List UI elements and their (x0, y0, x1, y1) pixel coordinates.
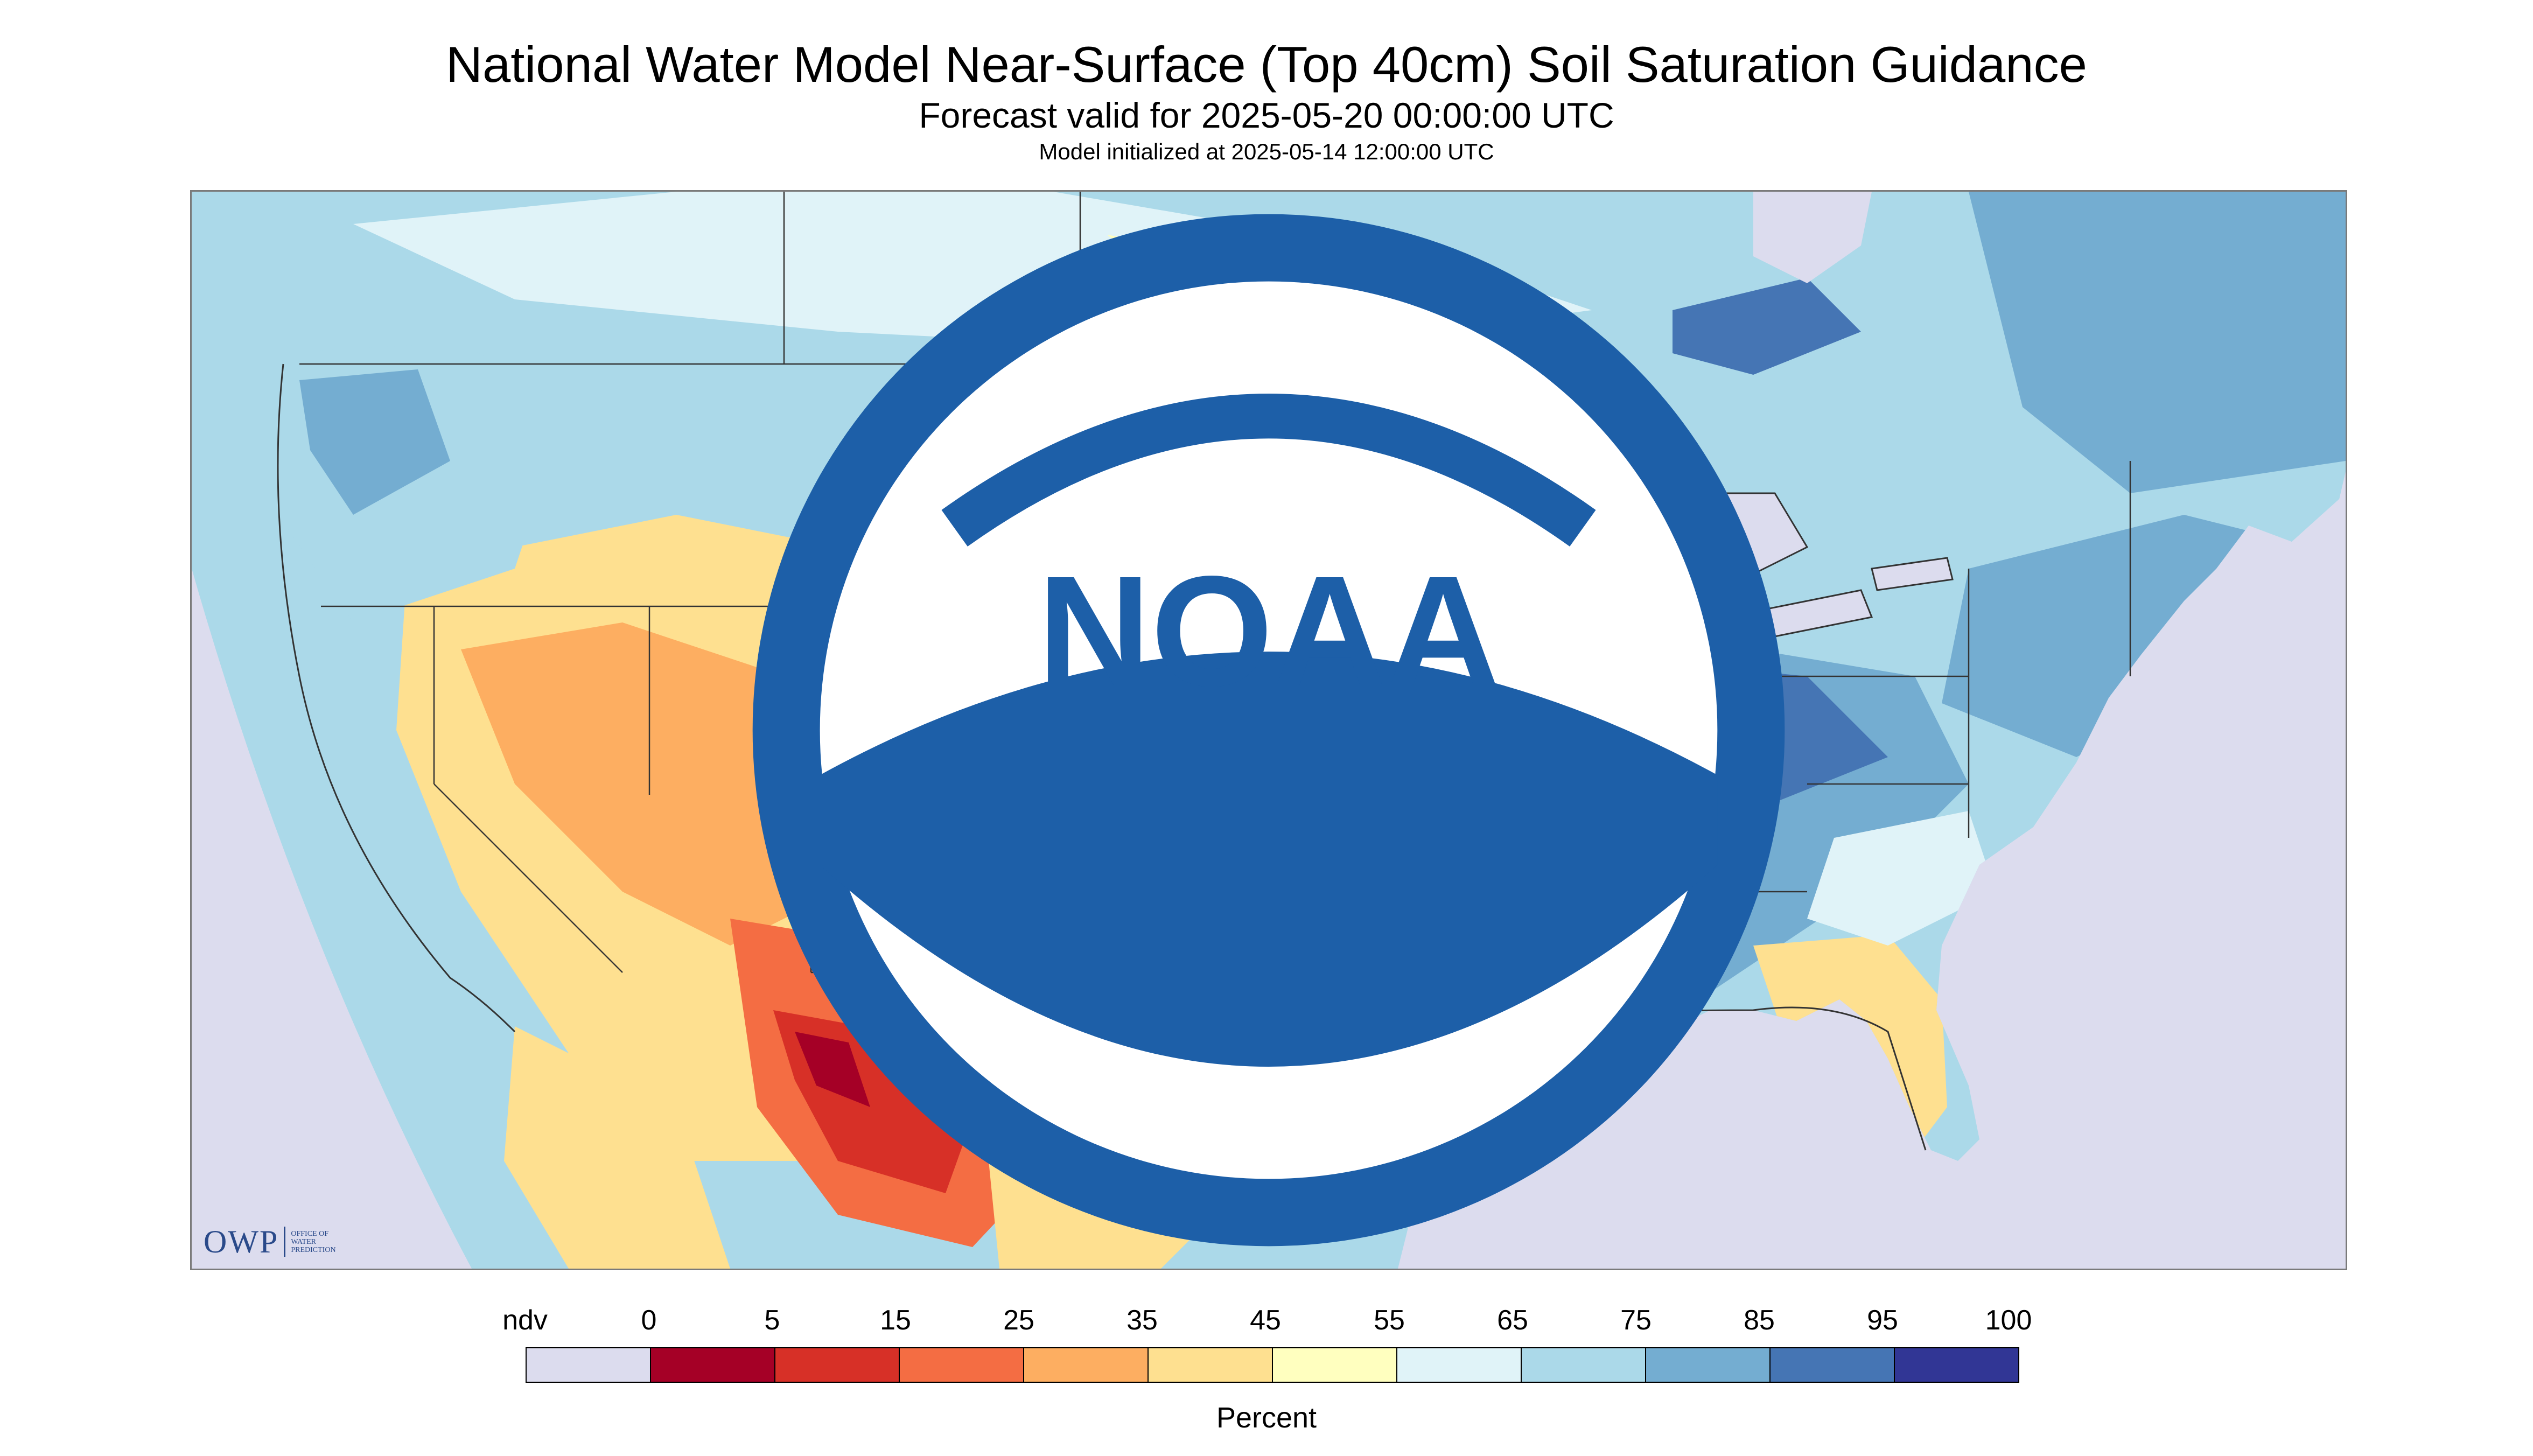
noaa-logo-text: NOAA (1038, 543, 1500, 719)
owp-logo: OWP OFFICE OF WATER PREDICTION (204, 1223, 336, 1259)
legend-swatch-8 (1521, 1347, 1646, 1383)
legend-units-label: Percent (1216, 1402, 1317, 1434)
legend-swatch-4 (1023, 1347, 1149, 1383)
legend-swatch-2 (774, 1347, 900, 1383)
legend-colorbar (526, 1347, 2019, 1383)
carolinas-region (1807, 811, 1996, 946)
noaa-logo: NOAA (752, 214, 1785, 1247)
owp-line-1: OFFICE OF (291, 1229, 328, 1238)
legend-swatch-6 (1272, 1347, 1397, 1383)
legend-swatch-0 (526, 1347, 651, 1383)
east-no-data-curve (2119, 472, 2346, 1269)
legend-label-25: 25 (1003, 1305, 1034, 1336)
legend-swatch-3 (899, 1347, 1024, 1383)
cascades-wet-region (299, 369, 450, 515)
legend-swatch-1 (650, 1347, 775, 1383)
legend-label-95: 95 (1867, 1305, 1898, 1336)
legend-label-45: 45 (1250, 1305, 1281, 1336)
baja-region (504, 1026, 730, 1269)
legend-label-35: 35 (1126, 1305, 1158, 1336)
legend-swatch-9 (1645, 1347, 1771, 1383)
forecast-valid-time: Forecast valid for 2025-05-20 00:00:00 U… (919, 95, 1614, 135)
quebec-region (1969, 192, 2346, 493)
legend-label-100: 100 (1985, 1305, 2032, 1336)
legend-label-75: 75 (1620, 1305, 1652, 1336)
driest-core-region (795, 1032, 870, 1107)
legend-label-5: 5 (764, 1305, 780, 1336)
ontario-wet-patch (1673, 278, 1861, 375)
owp-logo-divider (284, 1227, 286, 1257)
west-no-data-curve (192, 569, 472, 1269)
west-coastline (277, 363, 516, 1033)
map-title: National Water Model Near-Surface (Top 4… (446, 36, 2087, 93)
legend-swatch-5 (1147, 1347, 1273, 1383)
owp-logo-subtitle: OFFICE OF WATER PREDICTION (291, 1230, 335, 1254)
legend-label-15: 15 (880, 1305, 911, 1336)
legend-label-85: 85 (1744, 1305, 1775, 1336)
model-init-time: Model initialized at 2025-05-14 12:00:00… (1039, 139, 1494, 164)
legend-label-0: 0 (641, 1305, 657, 1336)
legend-swatch-7 (1396, 1347, 1522, 1383)
lake-ontario (1871, 557, 1954, 591)
owp-logo-letters: OWP (204, 1223, 279, 1259)
legend-labels: ndv 0 5 15 25 35 45 55 65 75 85 95 100 (0, 1304, 2533, 1342)
legend-label-55: 55 (1374, 1305, 1405, 1336)
soil-saturation-map: OWP OFFICE OF WATER PREDICTION NOAA (190, 190, 2347, 1270)
legend-swatch-11 (1894, 1347, 2019, 1383)
legend-label-ndv: ndv (502, 1305, 548, 1336)
owp-line-2: WATER (291, 1237, 317, 1246)
legend-swatch-10 (1769, 1347, 1895, 1383)
legend-label-65: 65 (1497, 1305, 1528, 1336)
james-bay (1753, 192, 1872, 283)
owp-line-3: PREDICTION (291, 1245, 336, 1254)
northeast-wet-region (1942, 515, 2292, 757)
